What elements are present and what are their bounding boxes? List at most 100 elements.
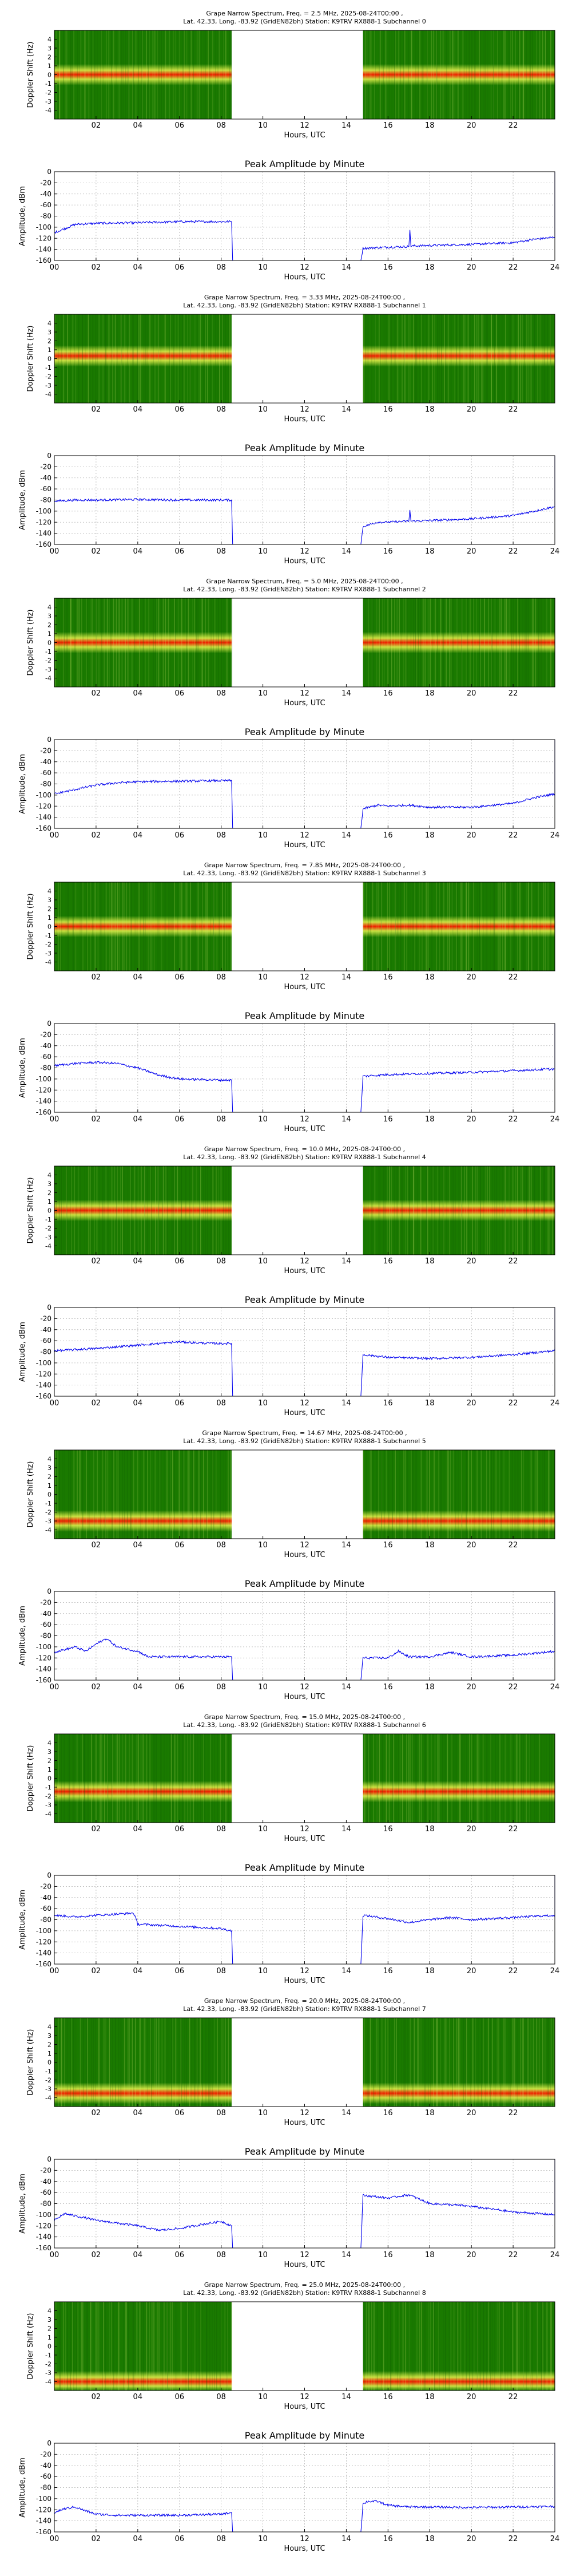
spectrum-texture bbox=[217, 598, 219, 687]
spectrum-texture bbox=[186, 598, 188, 687]
spectrum-texture bbox=[530, 1734, 531, 1823]
amplitude-ylabel: Amplitude, dBm bbox=[18, 186, 27, 246]
spectrum-texture bbox=[537, 1734, 538, 1823]
spectrum-texture bbox=[527, 598, 529, 687]
spectrum-texture bbox=[505, 2302, 506, 2391]
spectrum-texture bbox=[84, 1166, 85, 1255]
spectrum-texture bbox=[455, 1450, 456, 1539]
spectrum-texture bbox=[426, 30, 428, 119]
spectrum-texture bbox=[437, 598, 438, 687]
spectrum-texture bbox=[206, 2302, 208, 2391]
spectrum-texture bbox=[472, 882, 474, 971]
amplitude-xtick-label: 22 bbox=[509, 2535, 518, 2543]
spectrum-texture bbox=[554, 1450, 555, 1539]
spectrum-texture bbox=[161, 882, 162, 971]
spectrum-texture bbox=[187, 1734, 189, 1823]
spectrum-texture bbox=[61, 882, 62, 971]
spectrum-texture bbox=[473, 598, 474, 687]
spectrum-texture bbox=[158, 314, 160, 403]
spectrum-texture bbox=[479, 2302, 481, 2391]
spectrum-texture bbox=[200, 1166, 201, 1255]
spectrum-texture bbox=[511, 598, 513, 687]
spectrum-texture bbox=[186, 30, 188, 119]
spectrum-texture bbox=[416, 882, 418, 971]
spectrum-texture bbox=[440, 1450, 441, 1539]
spectrum-texture bbox=[123, 2302, 124, 2391]
spectrum-texture bbox=[221, 2018, 223, 2107]
spectrum-texture bbox=[405, 598, 407, 687]
spectrum-texture bbox=[140, 2018, 141, 2107]
spectrum-texture bbox=[98, 2018, 99, 2107]
spectrum-xlabel: Hours, UTC bbox=[284, 699, 325, 708]
spectrum-texture bbox=[70, 314, 71, 403]
spectrum-texture bbox=[426, 1166, 427, 1255]
spectrum-texture bbox=[405, 1166, 406, 1255]
spectrum-texture bbox=[466, 882, 467, 971]
spectrum-texture bbox=[456, 2018, 458, 2107]
spectrum-xtick-label: 20 bbox=[467, 1825, 476, 1834]
spectrum-texture bbox=[363, 314, 364, 403]
spectrum-texture bbox=[443, 1166, 444, 1255]
amplitude-panel-3: Peak Amplitude by Minute0-20-40-60-80-10… bbox=[18, 1010, 559, 1133]
spectrum-texture bbox=[526, 882, 527, 971]
spectrum-texture bbox=[164, 314, 165, 403]
spectrum-xtick-label: 16 bbox=[383, 1257, 393, 1266]
spectrum-ytick-label: 2 bbox=[47, 1473, 51, 1481]
spectrum-texture bbox=[107, 1734, 109, 1823]
spectrum-texture bbox=[158, 2302, 160, 2391]
spectrum-texture bbox=[468, 882, 470, 971]
spectrum-texture bbox=[207, 1734, 209, 1823]
spectrum-texture bbox=[401, 1166, 403, 1255]
spectrum-texture bbox=[539, 314, 541, 403]
spectrum-texture bbox=[98, 314, 100, 403]
spectrum-texture bbox=[507, 1734, 509, 1823]
spectrum-texture bbox=[119, 2302, 120, 2391]
spectrum-texture bbox=[399, 30, 401, 119]
spectrum-ytick-label: 1 bbox=[47, 1766, 51, 1773]
amplitude-ytick-label: -160 bbox=[36, 2528, 51, 2536]
spectrum-texture bbox=[196, 1450, 197, 1539]
amplitude-ytick-label: -60 bbox=[40, 1621, 51, 1629]
spectrum-xtick-label: 20 bbox=[467, 1257, 476, 1266]
spectrum-texture bbox=[230, 1450, 231, 1539]
spectrum-texture bbox=[403, 1450, 404, 1539]
spectrum-texture bbox=[110, 598, 112, 687]
spectrum-texture bbox=[205, 1166, 206, 1255]
spectrum-texture bbox=[463, 1734, 465, 1823]
spectrum-texture bbox=[398, 2018, 399, 2107]
spectrum-texture bbox=[203, 1450, 204, 1539]
spectrum-texture bbox=[460, 1166, 462, 1255]
spectrum-texture bbox=[505, 314, 506, 403]
spectrum-texture bbox=[450, 30, 451, 119]
spectrum-texture bbox=[100, 1734, 101, 1823]
spectrum-texture bbox=[530, 1450, 532, 1539]
spectrum-texture bbox=[386, 314, 387, 403]
amplitude-xtick-label: 02 bbox=[92, 1399, 101, 1408]
spectrum-texture bbox=[140, 882, 141, 971]
spectrum-texture bbox=[478, 1450, 480, 1539]
spectrum-texture bbox=[466, 1166, 467, 1255]
spectrum-texture bbox=[395, 1734, 397, 1823]
spectrum-texture bbox=[159, 1450, 161, 1539]
spectrum-xtick-label: 06 bbox=[174, 121, 184, 130]
spectrum-texture bbox=[169, 2302, 171, 2391]
spectrum-texture bbox=[548, 1450, 549, 1539]
spectrum-ytick-label: 4 bbox=[47, 2024, 51, 2031]
spectrum-texture bbox=[420, 598, 422, 687]
spectrum-texture bbox=[435, 598, 436, 687]
spectrum-texture bbox=[380, 882, 382, 971]
spectrum-texture bbox=[63, 30, 64, 119]
spectrum-texture bbox=[59, 1450, 61, 1539]
spectrum-texture bbox=[92, 598, 93, 687]
spectrum-texture bbox=[466, 598, 467, 687]
spectrum-texture bbox=[527, 2018, 529, 2107]
spectrum-texture bbox=[480, 1166, 481, 1255]
spectrum-texture bbox=[133, 1450, 134, 1539]
spectrum-texture bbox=[102, 2302, 104, 2391]
spectrum-texture bbox=[186, 2018, 187, 2107]
spectrum-texture bbox=[466, 1450, 467, 1539]
spectrum-texture bbox=[136, 882, 138, 971]
spectrum-texture bbox=[366, 1166, 368, 1255]
spectrum-texture bbox=[170, 1734, 172, 1823]
spectrum-texture bbox=[489, 1450, 491, 1539]
